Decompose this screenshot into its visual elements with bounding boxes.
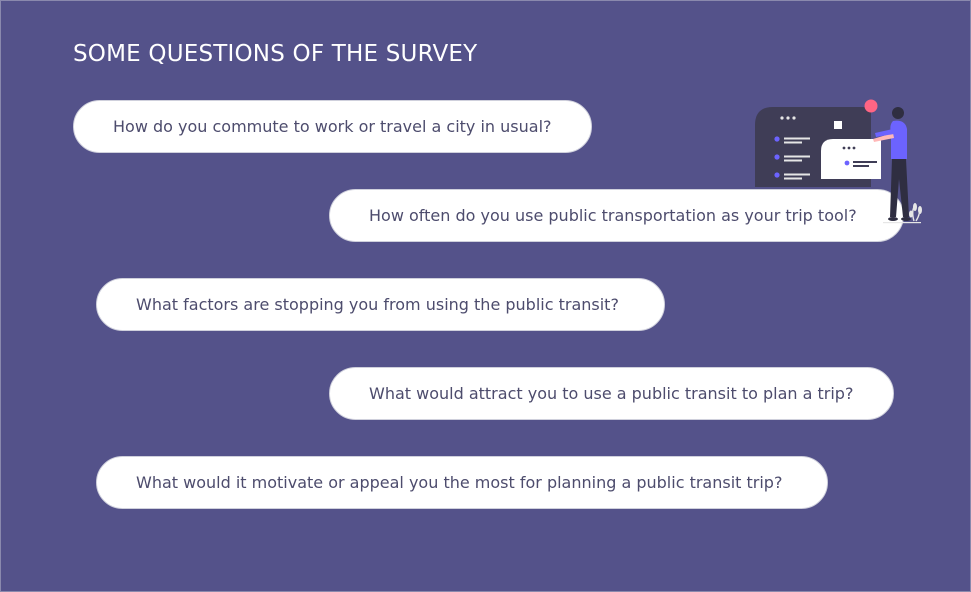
question-pill-4: What would attract you to use a public t… — [329, 367, 894, 420]
question-pill-2: How often do you use public transportati… — [329, 189, 904, 242]
person-with-dashboard-illustration-icon — [755, 99, 922, 224]
question-pill-3: What factors are stopping you from using… — [96, 278, 665, 331]
page-title: SOME QUESTIONS OF THE SURVEY — [73, 41, 478, 67]
question-pill-1: How do you commute to work or travel a c… — [73, 100, 592, 153]
question-pill-5: What would it motivate or appeal you the… — [96, 456, 828, 509]
